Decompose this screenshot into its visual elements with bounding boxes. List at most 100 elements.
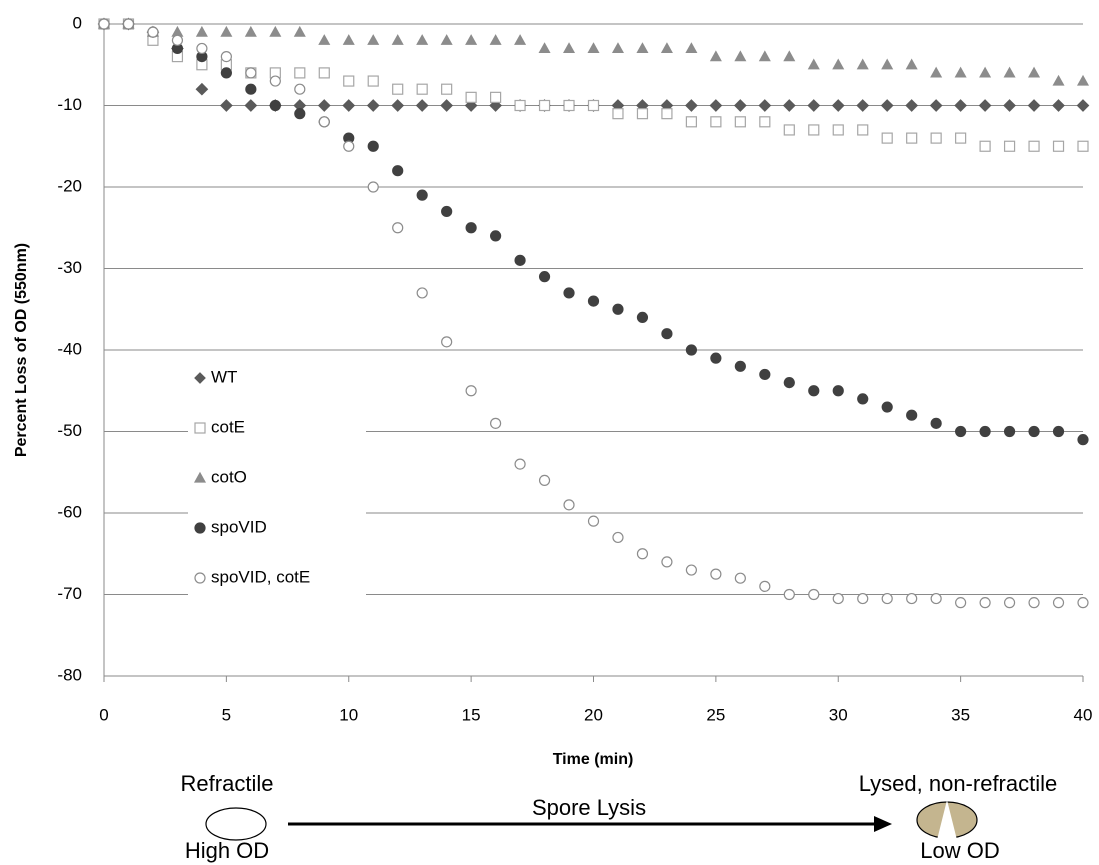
marker xyxy=(808,588,820,601)
marker xyxy=(955,132,967,144)
marker xyxy=(367,34,380,45)
marker xyxy=(758,99,772,112)
marker xyxy=(710,352,722,364)
marker xyxy=(661,328,673,340)
marker xyxy=(685,99,698,112)
marker xyxy=(171,34,184,46)
marker xyxy=(734,360,746,372)
legend-label: spoVID xyxy=(211,517,267,536)
marker xyxy=(734,116,746,128)
marker xyxy=(685,116,698,128)
marker xyxy=(147,26,159,38)
marker xyxy=(636,311,649,323)
marker xyxy=(367,75,379,87)
marker xyxy=(857,124,869,136)
marker xyxy=(489,34,502,45)
marker xyxy=(930,66,943,78)
marker xyxy=(343,75,355,87)
marker xyxy=(1003,597,1016,609)
marker xyxy=(538,474,551,486)
marker xyxy=(587,99,600,112)
marker xyxy=(194,372,206,384)
marker xyxy=(734,50,747,62)
x-tick-label: 15 xyxy=(462,705,481,724)
marker xyxy=(906,409,918,421)
marker xyxy=(245,83,257,95)
legend-label: WT xyxy=(211,367,237,386)
marker xyxy=(220,99,233,112)
marker xyxy=(906,132,918,144)
marker xyxy=(857,393,869,405)
marker xyxy=(194,422,206,434)
marker xyxy=(954,99,967,112)
lysed-wedge xyxy=(937,800,957,840)
marker xyxy=(782,99,796,112)
x-axis-title: Time (min) xyxy=(553,751,634,768)
marker xyxy=(342,34,355,45)
marker xyxy=(415,99,429,112)
marker xyxy=(955,597,967,609)
legend xyxy=(188,358,366,608)
marker xyxy=(832,385,844,397)
marker xyxy=(294,67,306,79)
marker xyxy=(709,99,723,112)
marker xyxy=(979,425,991,438)
marker xyxy=(367,140,379,152)
marker xyxy=(441,336,453,348)
marker xyxy=(465,34,478,45)
marker xyxy=(1052,425,1065,438)
marker xyxy=(1028,66,1041,78)
marker xyxy=(759,580,771,592)
lysis-diagram: Refractile High OD Spore Lysis Lysed, no… xyxy=(181,771,1058,863)
marker xyxy=(538,99,551,112)
marker xyxy=(293,25,306,37)
marker xyxy=(710,116,722,128)
marker xyxy=(587,42,600,54)
marker xyxy=(660,42,673,54)
marker xyxy=(1077,140,1089,152)
marker xyxy=(195,82,209,96)
marker xyxy=(490,91,502,103)
marker xyxy=(318,34,331,45)
marker xyxy=(807,58,820,70)
marker xyxy=(1028,140,1040,152)
marker xyxy=(759,368,771,381)
marker xyxy=(685,42,698,54)
marker xyxy=(269,99,281,112)
marker xyxy=(881,401,893,413)
marker xyxy=(930,592,942,605)
marker xyxy=(881,592,893,605)
marker xyxy=(514,458,526,470)
legend-label: spoVID, cotE xyxy=(211,567,310,586)
marker xyxy=(832,124,844,136)
marker xyxy=(954,66,967,78)
marker xyxy=(367,181,379,193)
marker xyxy=(317,99,331,112)
marker xyxy=(979,66,992,78)
marker xyxy=(661,108,673,120)
marker xyxy=(244,25,257,37)
marker xyxy=(416,189,428,201)
marker xyxy=(440,99,453,112)
marker xyxy=(391,99,405,112)
annotation: High OD xyxy=(185,838,269,863)
marker xyxy=(1003,140,1016,152)
x-tick-label: 0 xyxy=(99,705,108,724)
marker xyxy=(685,344,698,356)
marker xyxy=(416,287,428,299)
marker xyxy=(465,91,477,103)
marker xyxy=(490,230,502,242)
marker xyxy=(880,99,894,112)
y-tick-label: -40 xyxy=(57,339,82,358)
marker xyxy=(440,34,453,45)
marker xyxy=(930,417,942,429)
marker xyxy=(245,67,257,79)
marker xyxy=(1077,434,1089,446)
marker xyxy=(220,50,232,63)
marker xyxy=(783,588,795,601)
marker xyxy=(832,592,844,605)
marker xyxy=(856,58,869,70)
marker xyxy=(587,515,600,527)
marker xyxy=(563,42,576,54)
y-axis-title: Percent Loss of OD (550nm) xyxy=(13,243,30,457)
